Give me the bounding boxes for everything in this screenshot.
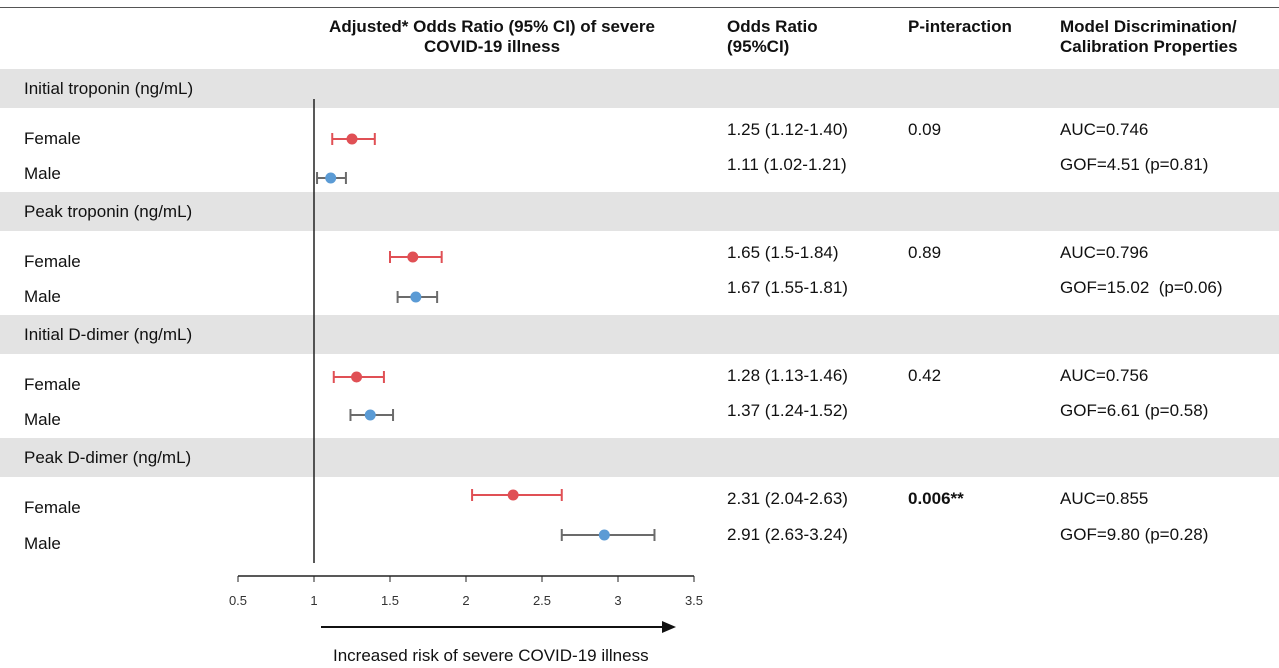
model-value: GOF=6.61 (p=0.58) [1060,401,1209,420]
x-tick-label: 2.5 [533,593,551,608]
odds-ratio-header: Odds Ratio (95%CI) [727,17,818,57]
x-tick-label: 3.5 [685,593,703,608]
p-interaction-value-significant: 0.006** [908,489,964,508]
female-point [407,251,419,263]
row-label-male: Male [24,410,61,429]
x-tick-label: 1.5 [381,593,399,608]
group-band-peak-troponin: Peak troponin (ng/mL) [0,192,1279,231]
arrow-caption: Increased risk of severe COVID-19 illnes… [333,646,649,665]
x-tick-label: 2 [462,593,469,608]
group-band-initial-troponin: Initial troponin (ng/mL) [0,69,1279,108]
risk-arrow-head [662,621,676,633]
p-interaction-value: 0.09 [908,120,942,139]
female-point [351,371,363,383]
row-label-male: Male [24,287,61,306]
odds-ratio-value: 2.31 (2.04-2.63) [727,489,848,508]
p-interaction-value: 0.89 [908,243,942,262]
odds-ratio-value: 1.37 (1.24-1.52) [727,401,848,420]
group-label: Initial troponin (ng/mL) [24,79,194,98]
row-label-female: Female [24,129,81,148]
male-point [364,409,376,421]
model-value: AUC=0.855 [1060,489,1149,508]
model-value: AUC=0.746 [1060,120,1149,139]
odds-ratio-value: 1.65 (1.5-1.84) [727,243,839,262]
group-band-initial-ddimer: Initial D-dimer (ng/mL) [0,315,1279,354]
group-label: Initial D-dimer (ng/mL) [24,325,193,344]
model-header-line2: Calibration Properties [1060,37,1238,56]
group-band-peak-ddimer: Peak D-dimer (ng/mL) [0,438,1279,477]
male-point [410,291,422,303]
model-value: GOF=15.02 (p=0.06) [1060,278,1223,297]
model-value: AUC=0.756 [1060,366,1149,385]
odds-ratio-header-line2: (95%CI) [727,37,790,56]
male-point [325,172,337,184]
model-header: Model Discrimination/ Calibration Proper… [1060,17,1238,57]
p-interaction-value: 0.42 [908,366,942,385]
model-value: AUC=0.796 [1060,243,1149,262]
group-label: Peak D-dimer (ng/mL) [24,448,192,467]
model-header-line1: Model Discrimination/ [1060,17,1237,36]
model-value: GOF=4.51 (p=0.81) [1060,155,1209,174]
chart-title-line2: COVID-19 illness [423,37,561,56]
odds-ratio-value: 2.91 (2.63-3.24) [727,525,848,544]
female-point [507,489,519,501]
odds-ratio-value: 1.11 (1.02-1.21) [727,155,847,174]
odds-ratio-value: 1.25 (1.12-1.40) [727,120,848,139]
male-point [598,529,610,541]
row-label-female: Female [24,375,81,394]
x-tick-label: 1 [310,593,317,608]
table-top-rule [0,7,1279,8]
chart-title-line1: Adjusted* Odds Ratio (95% CI) of severe [329,17,655,36]
chart-title: Adjusted* Odds Ratio (95% CI) of severe … [292,17,692,57]
odds-ratio-header-line1: Odds Ratio [727,17,818,36]
odds-ratio-value: 1.67 (1.55-1.81) [727,278,848,297]
row-label-male: Male [24,534,61,553]
group-label: Peak troponin (ng/mL) [24,202,193,221]
row-label-female: Female [24,498,81,517]
p-interaction-header: P-interaction [908,17,1012,36]
x-tick-label: 3 [614,593,621,608]
model-value: GOF=9.80 (p=0.28) [1060,525,1209,544]
female-point [346,133,358,145]
x-tick-label: 0.5 [229,593,247,608]
odds-ratio-value: 1.28 (1.13-1.46) [727,366,848,385]
row-label-male: Male [24,164,61,183]
row-label-female: Female [24,252,81,271]
